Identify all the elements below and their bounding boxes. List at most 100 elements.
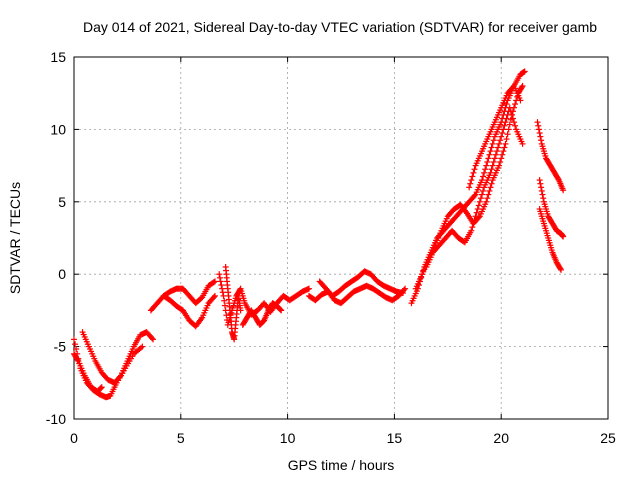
data-point: [478, 191, 485, 198]
data-point: [211, 292, 218, 299]
data-point: [216, 274, 223, 281]
data-point: [221, 302, 228, 309]
data-point: [216, 271, 223, 278]
x-tick-label: 5: [177, 430, 185, 446]
data-point: [560, 233, 567, 240]
data-point: [558, 266, 565, 273]
data-point: [506, 104, 513, 111]
data-point: [401, 286, 408, 293]
data-point: [277, 306, 284, 313]
y-tick-label: -5: [54, 339, 67, 355]
data-point: [305, 285, 312, 292]
data-point: [480, 173, 487, 180]
data-point: [72, 341, 79, 348]
data-points: [71, 68, 567, 401]
data-point: [538, 187, 545, 194]
series-track-3: [71, 350, 105, 395]
data-point: [483, 162, 490, 169]
series-track-17: [536, 206, 565, 273]
x-axis-label: GPS time / hours: [288, 457, 395, 473]
x-tick-label: 0: [70, 430, 78, 446]
data-point: [74, 356, 81, 363]
data-point: [537, 133, 544, 140]
data-point: [518, 84, 525, 91]
data-point: [505, 126, 512, 133]
data-point: [497, 137, 504, 144]
data-point: [517, 97, 524, 104]
data-point: [221, 297, 228, 304]
y-tick-label: 10: [50, 121, 66, 137]
data-point: [493, 148, 500, 155]
data-point: [487, 148, 494, 155]
data-point: [484, 158, 491, 165]
data-point: [490, 158, 497, 165]
data-point: [150, 336, 157, 343]
data-point: [478, 177, 485, 184]
data-point: [502, 140, 509, 147]
data-point: [512, 101, 519, 108]
data-point: [487, 184, 494, 191]
data-point: [116, 373, 123, 380]
data-point: [511, 119, 518, 126]
data-point: [539, 191, 546, 198]
data-point: [402, 285, 409, 292]
data-point: [139, 343, 146, 350]
series-track-10: [305, 282, 409, 307]
data-point: [560, 187, 567, 194]
data-point: [492, 151, 499, 158]
data-point: [217, 278, 224, 285]
data-point: [278, 307, 285, 314]
data-point: [485, 155, 492, 162]
data-point: [538, 137, 545, 144]
series-track-8: [239, 300, 285, 328]
data-point: [237, 307, 244, 314]
data-point: [504, 131, 511, 138]
data-point: [469, 173, 476, 180]
data-point: [466, 184, 473, 191]
data-point: [488, 166, 495, 173]
data-point: [519, 82, 526, 89]
data-point: [535, 122, 542, 129]
data-point: [534, 119, 541, 126]
series-track-13: [423, 104, 526, 270]
data-point: [540, 195, 547, 202]
data-point: [535, 126, 542, 133]
data-point: [486, 151, 493, 158]
data-point: [476, 198, 483, 205]
data-point: [503, 115, 510, 122]
data-point: [486, 187, 493, 194]
data-point: [502, 119, 509, 126]
data-point: [503, 136, 510, 143]
data-point: [148, 335, 155, 342]
data-point: [98, 384, 105, 391]
data-point: [491, 155, 498, 162]
grid: [74, 57, 608, 419]
data-point: [494, 144, 501, 151]
data-point: [98, 384, 105, 391]
data-point: [468, 177, 475, 184]
data-point: [471, 166, 478, 173]
data-point: [485, 191, 492, 198]
data-point: [473, 209, 480, 216]
data-point: [499, 151, 506, 158]
data-point: [474, 206, 481, 213]
data-point: [211, 278, 218, 285]
data-point: [73, 346, 80, 353]
data-point: [499, 130, 506, 137]
x-tick-label: 20: [493, 430, 509, 446]
data-point: [501, 122, 508, 129]
data-point: [496, 162, 503, 169]
data-point: [536, 130, 543, 137]
data-point: [210, 279, 217, 286]
data-point: [472, 213, 479, 220]
x-tick-label: 25: [600, 430, 616, 446]
data-point: [488, 144, 495, 151]
data-point: [475, 214, 482, 221]
data-point: [536, 177, 543, 184]
series-track-7: [222, 263, 244, 343]
data-point: [503, 101, 510, 108]
data-point: [480, 187, 487, 194]
series-track-16: [536, 177, 567, 240]
data-point: [219, 289, 226, 296]
